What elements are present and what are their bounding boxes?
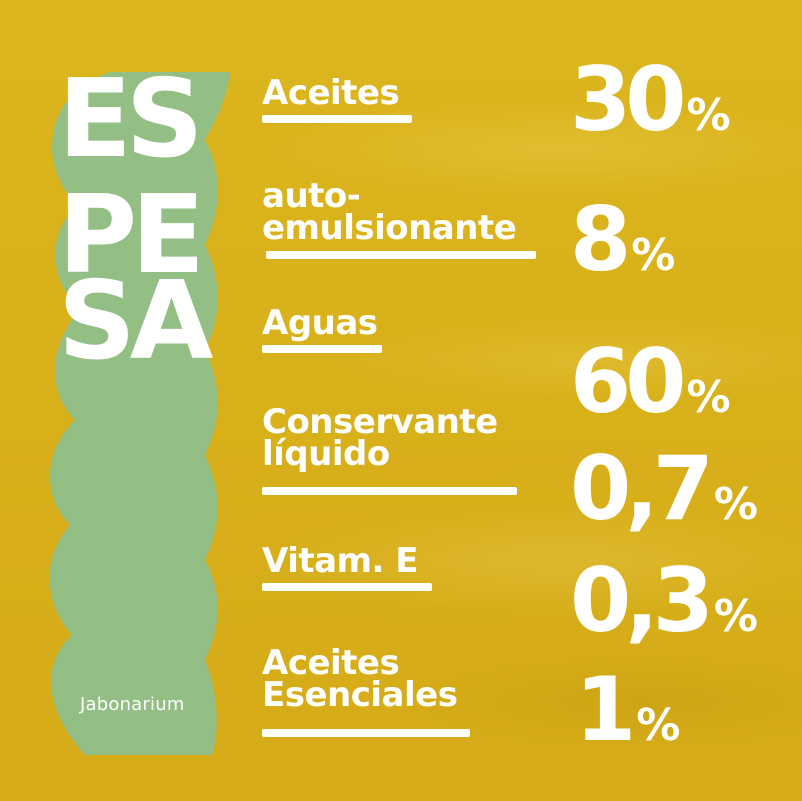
percent-conservante: 0,7% bbox=[570, 437, 758, 540]
ingredient-label-autoemulsionante: auto- emulsionante bbox=[262, 176, 517, 248]
ingredient-label-conservante: Conservante líquido bbox=[262, 402, 498, 474]
underline bbox=[266, 251, 536, 259]
underline bbox=[262, 729, 470, 737]
underline bbox=[262, 115, 412, 123]
percent-aceites-esenciales: 1% bbox=[575, 658, 681, 761]
ingredient-label-aguas: Aguas bbox=[262, 303, 378, 343]
title-line-3: SA bbox=[58, 259, 213, 384]
ingredient-label-aceites: Aceites bbox=[262, 73, 400, 113]
percent-aguas: 60% bbox=[570, 330, 731, 433]
title-line-1: ES bbox=[58, 57, 204, 182]
underline bbox=[262, 345, 382, 353]
percent-aceites: 30% bbox=[570, 48, 731, 151]
brand-name: Jabonarium bbox=[80, 694, 185, 715]
underline bbox=[262, 487, 517, 495]
percent-vitamina-e: 0,3% bbox=[570, 549, 758, 652]
title-line-2: PE bbox=[58, 173, 205, 298]
underline bbox=[262, 583, 432, 591]
ingredient-label-aceites-esenciales: Aceites Esenciales bbox=[262, 643, 458, 715]
ingredient-label-vitamina-e: Vitam. E bbox=[262, 541, 418, 581]
percent-autoemulsionante: 8% bbox=[570, 188, 676, 291]
